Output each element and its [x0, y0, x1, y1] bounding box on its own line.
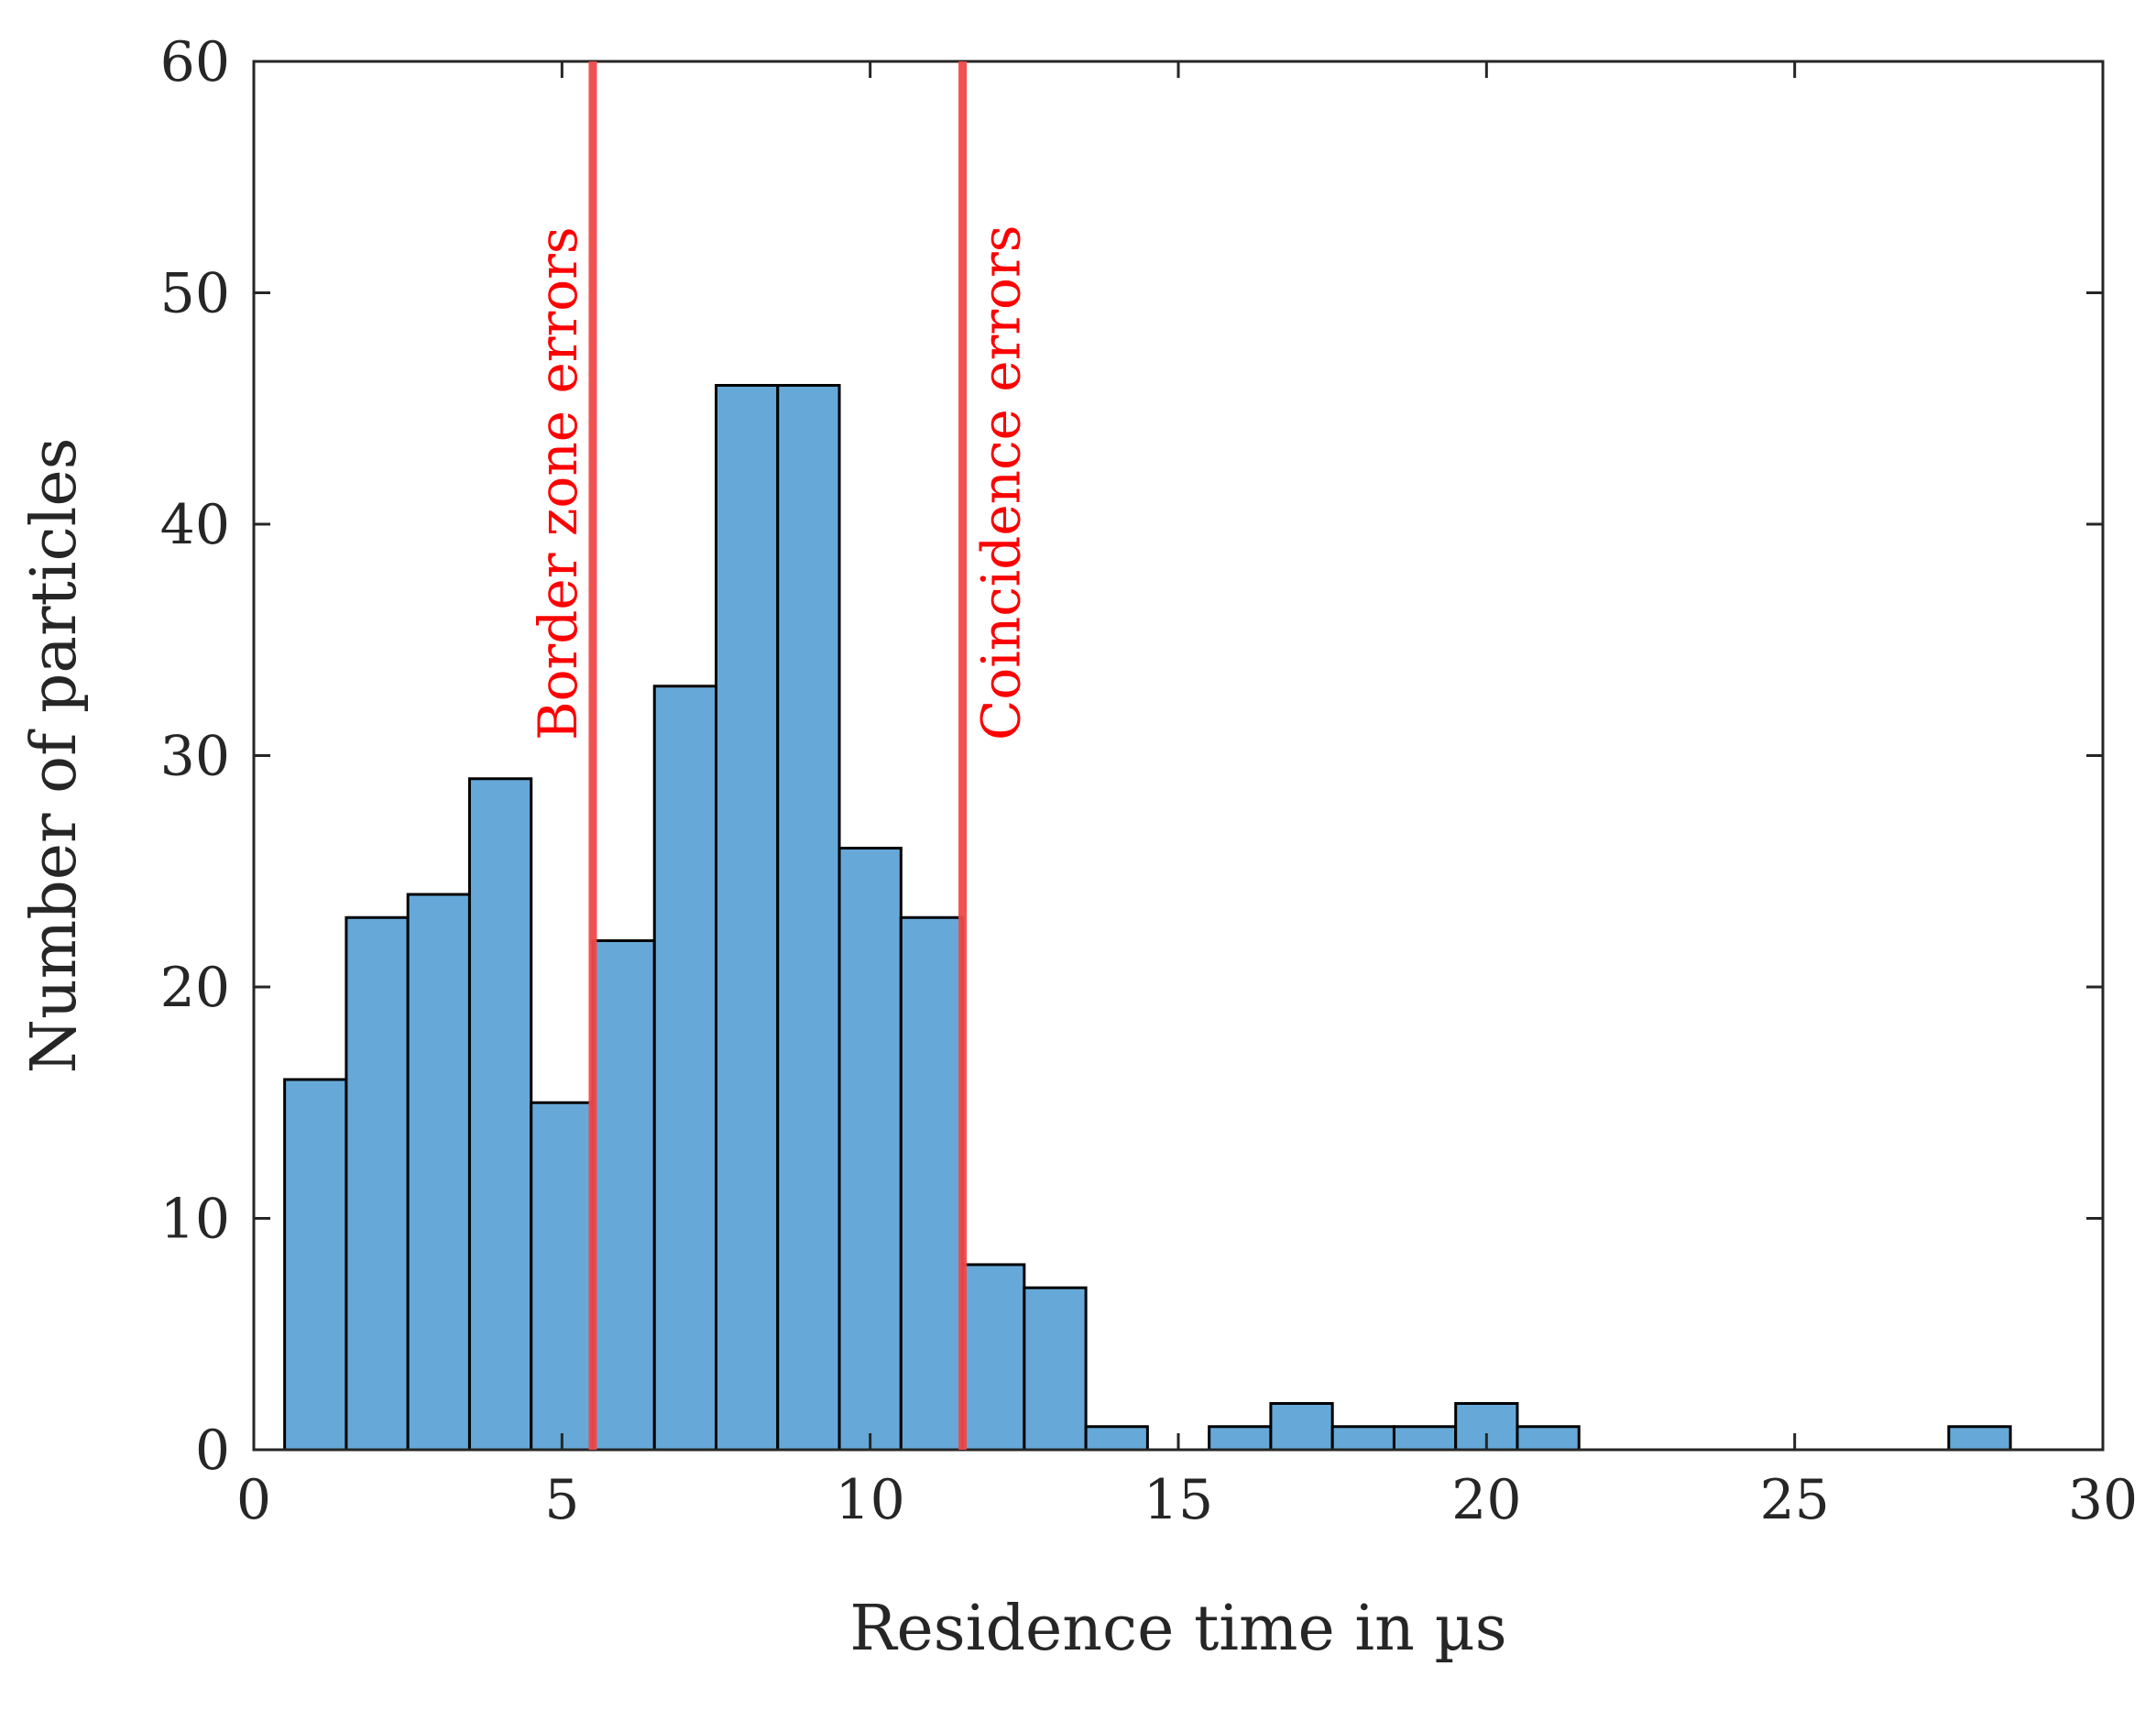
histogram-bar: [1084, 1425, 1149, 1452]
histogram-bar: [591, 939, 656, 1452]
threshold-label: Coincidence errors: [970, 225, 1033, 740]
histogram-bar: [652, 685, 718, 1452]
histogram-bar: [1392, 1425, 1458, 1452]
annotation-layer: Border zone errors Coincidence errors: [527, 61, 1033, 1450]
histogram-bar: [1947, 1425, 2012, 1452]
histogram-bar: [837, 847, 903, 1452]
histogram-bar: [776, 384, 841, 1452]
histogram-bar: [467, 777, 533, 1452]
y-tick-label: 50: [160, 262, 230, 326]
x-tick-label: 30: [2068, 1468, 2138, 1532]
y-axis-label: Number of particles: [18, 437, 91, 1073]
histogram-bar: [406, 893, 471, 1452]
histogram-bar: [1516, 1425, 1581, 1452]
threshold-label: Border zone errors: [527, 226, 589, 740]
histogram-bar: [715, 384, 780, 1452]
x-tick-label: 0: [236, 1468, 271, 1532]
histogram-bar: [345, 915, 410, 1452]
x-axis-label: Residence time in µs: [849, 1593, 1506, 1665]
bars-layer: [283, 384, 2012, 1452]
histogram-bar: [1330, 1425, 1395, 1452]
x-tick-label: 20: [1451, 1468, 1521, 1532]
x-tick-label: 25: [1759, 1468, 1829, 1532]
y-tick-label: 30: [160, 725, 230, 789]
histogram-bar: [1269, 1402, 1334, 1452]
y-tick-label: 10: [160, 1188, 230, 1252]
y-tick-label: 20: [160, 956, 230, 1020]
x-tick-label: 5: [544, 1468, 579, 1532]
y-tick-label: 60: [160, 30, 230, 94]
histogram-bar: [1023, 1286, 1088, 1452]
histogram-bar: [1208, 1425, 1273, 1452]
y-tick-label: 40: [160, 493, 230, 557]
histogram-bar: [530, 1101, 595, 1452]
histogram-bar: [961, 1263, 1026, 1452]
x-tick-label: 10: [835, 1468, 904, 1532]
axes-layer: 0 5 10 15 20 25 30 0 10 20 30 40 50 60: [160, 30, 2139, 1532]
histogram-bar: [283, 1078, 348, 1452]
histogram-bar: [899, 915, 965, 1452]
x-tick-label: 15: [1144, 1468, 1213, 1532]
y-tick-label: 0: [195, 1419, 230, 1483]
